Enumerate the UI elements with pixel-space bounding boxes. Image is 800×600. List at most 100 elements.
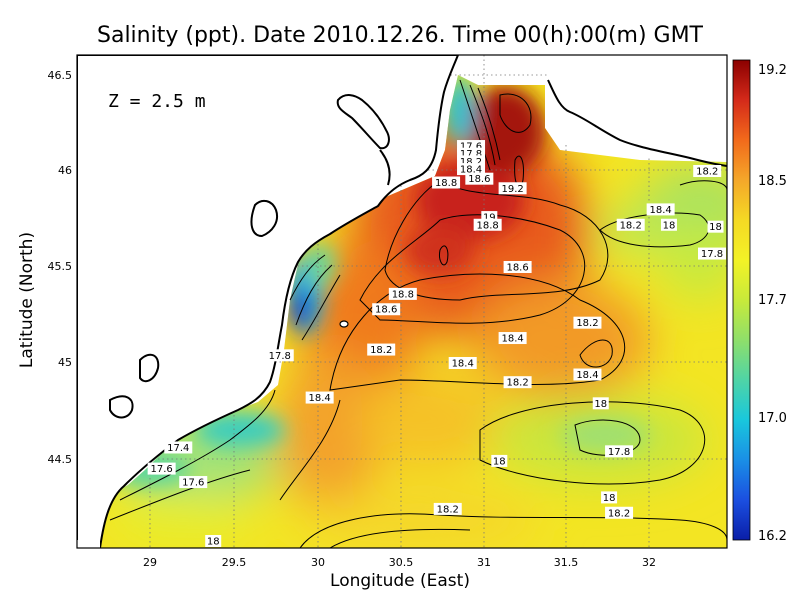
y-tick-label: 45.5	[48, 260, 73, 273]
y-tick-label: 45	[58, 356, 72, 369]
contour-label: 18.2	[693, 165, 722, 178]
contour-label: 18	[491, 454, 508, 467]
contour-label-text: 17.8	[460, 149, 482, 160]
contour-label-text: 17.4	[167, 443, 189, 454]
y-axis-ticks: 44.5 45 45.5 46 46.5	[48, 69, 73, 466]
contour-label-bg	[693, 165, 722, 177]
contour-label: 18.8	[432, 176, 461, 189]
contour-label-text: 18	[207, 537, 220, 548]
contour-label-bg	[448, 357, 477, 369]
contour-label: 18.2	[616, 218, 645, 231]
contour-label-text: 18	[493, 456, 506, 467]
contour-label: 17.6	[179, 476, 208, 489]
contour-label-text: 18.2	[370, 345, 392, 356]
contour-label-bg	[503, 376, 532, 389]
contour-label-bg	[457, 163, 486, 176]
contour-label-text: 17.6	[151, 464, 173, 475]
contour-label-text: 18.2	[460, 157, 482, 168]
contour-label-text: 18.6	[468, 174, 490, 185]
contour-label: 17.8	[265, 349, 294, 362]
contour-label-bg	[367, 343, 396, 356]
contour-label-bg	[164, 441, 193, 454]
contour-labels: 17.617.818.218.418.618.819.21918.818.618…	[147, 140, 726, 548]
contour-label-bg	[605, 506, 634, 519]
no-data-mask	[77, 540, 100, 548]
contour-label-bg	[503, 261, 532, 273]
x-tick-label: 32	[642, 556, 656, 569]
contour-label-text: 18.4	[452, 359, 474, 370]
x-axis-ticks: 29 29.5 30 30.5 31 31.5 32	[143, 556, 656, 569]
colorbar-tick-label: 18.5	[758, 174, 787, 189]
contour-label: 18.2	[433, 502, 462, 515]
depth-label: Z = 2.5 m	[108, 91, 206, 112]
contour-label-bg	[660, 218, 677, 231]
contour-label-text: 19	[483, 213, 496, 224]
map-title: Salinity (ppt). Date 2010.12.26. Time 00…	[97, 23, 704, 48]
contour-label-bg	[388, 287, 417, 300]
x-tick-label: 29.5	[222, 556, 247, 569]
contour-label: 18.6	[503, 261, 532, 274]
contour-label-text: 18.4	[460, 165, 482, 176]
colorbar-scale	[732, 59, 751, 541]
contour-label-bg	[265, 349, 294, 362]
contour-label-bg	[147, 462, 176, 475]
contour-label-text: 17.8	[269, 351, 291, 362]
contour-label-bg	[432, 176, 461, 189]
contour-label-bg	[372, 303, 401, 316]
contour-label: 17.8	[605, 445, 634, 458]
x-tick-label: 29	[143, 556, 157, 569]
contour-label: 18.2	[503, 376, 532, 389]
contour-lines	[109, 79, 727, 548]
contour-label-text: 17.6	[460, 142, 482, 153]
contour-label: 18.2	[573, 316, 602, 329]
y-tick-label: 46.5	[48, 69, 73, 82]
contour-label-text: 18.2	[620, 220, 642, 231]
contour-label: 18.4	[573, 368, 602, 381]
contour-label: 18	[601, 491, 618, 504]
contour-label-bg	[573, 368, 602, 381]
x-tick-label: 31	[477, 556, 491, 569]
y-tick-label: 44.5	[48, 453, 73, 466]
contour-label: 18.2	[367, 343, 396, 356]
contour-label-text: 18	[663, 220, 676, 231]
contour-label-bg	[601, 491, 618, 504]
contour-label: 18.4	[457, 163, 486, 176]
contour-label: 18.6	[372, 303, 401, 316]
contour-label-bg	[179, 476, 208, 489]
contour-label-text: 18.8	[392, 289, 414, 300]
contour-label: 18.4	[448, 357, 477, 370]
contour-label: 18.4	[646, 203, 675, 216]
contour-label-text: 18.2	[437, 504, 459, 515]
contour-label-bg	[707, 220, 724, 233]
contour-label-bg	[573, 316, 602, 329]
contour-label: 17.8	[698, 247, 726, 260]
contour-label-text: 18.8	[435, 178, 457, 189]
colorbar-tick-label: 16.2	[758, 529, 787, 544]
contour-label-text: 18.4	[576, 370, 598, 381]
x-tick-label: 30.5	[389, 556, 414, 569]
contour-label-bg	[616, 218, 645, 231]
contour-label-bg	[305, 391, 334, 404]
contour-label: 18	[592, 397, 609, 410]
contour-label-text: 18.4	[650, 205, 672, 216]
contour-label: 17.6	[147, 462, 176, 475]
contour-label-bg	[592, 397, 609, 410]
contour-label: 18.6	[465, 172, 494, 185]
contour-label: 18	[205, 535, 222, 548]
contour-label-bg	[205, 535, 222, 547]
salinity-field	[100, 75, 727, 548]
contour-label-text: 18.6	[375, 305, 397, 316]
plot-area	[77, 55, 727, 548]
contour-label-text: 17.6	[182, 478, 204, 489]
contour-label-text: 18.2	[696, 167, 718, 178]
contour-label-bg	[433, 502, 462, 515]
y-axis-label: Latitude (North)	[17, 232, 37, 368]
colorbar-tick-label: 19.2	[758, 63, 787, 78]
contour-label-text: 18	[603, 493, 616, 504]
contour-label: 18	[707, 220, 724, 233]
contour-label: 17.4	[164, 441, 193, 454]
plot-frame	[76, 54, 728, 549]
contour-label-text: 18.2	[608, 508, 630, 519]
colorbar-tick-label: 17.0	[758, 411, 787, 426]
contour-label-bg	[646, 203, 675, 216]
